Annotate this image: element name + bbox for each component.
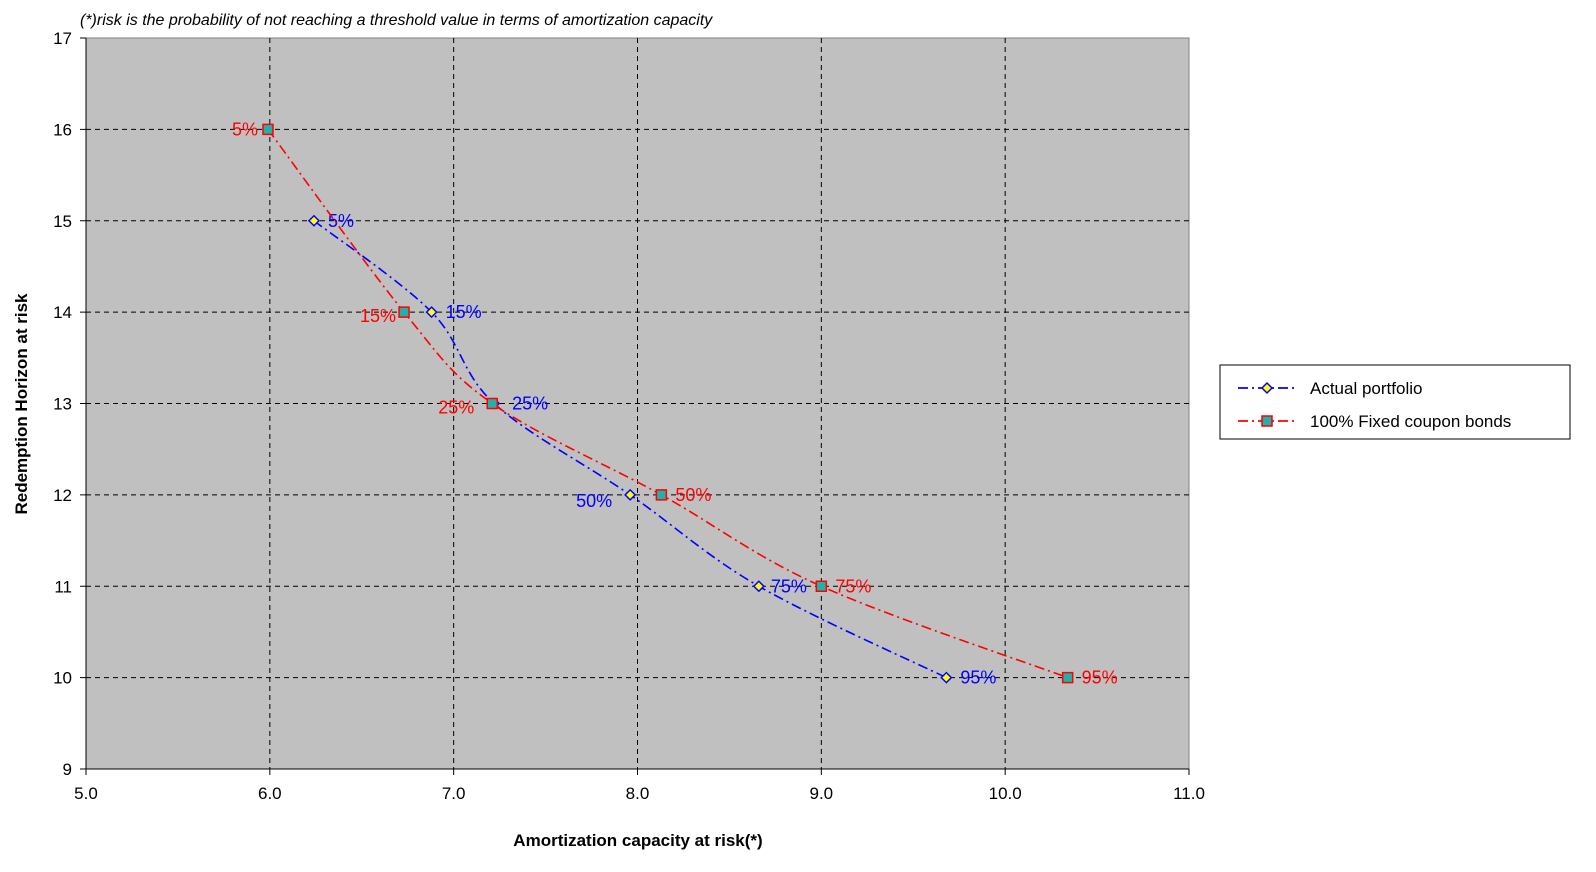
grid-layer <box>86 38 1189 769</box>
data-point <box>815 580 828 592</box>
series-layer: 5% 15% 25% 50% 75% 95% 5% 15% 25% 50% 75% 95% <box>232 119 1118 687</box>
legend-marker <box>1260 381 1274 395</box>
legend-marker <box>1261 415 1273 427</box>
data-point <box>1061 671 1074 684</box>
data-label: 5% <box>232 119 258 139</box>
data-label: 25% <box>438 398 474 418</box>
x-tick-label: 5.0 <box>74 784 98 803</box>
data-point <box>425 306 438 319</box>
y-tick-label: 9 <box>63 760 72 779</box>
y-tick-label: 15 <box>53 212 72 231</box>
data-label: 75% <box>771 576 807 596</box>
data-point <box>486 397 499 410</box>
x-tick-label: 7.0 <box>442 784 466 803</box>
data-label: 15% <box>360 306 396 326</box>
legend-item: Actual portfolio <box>1238 379 1422 398</box>
data-label: 95% <box>960 668 996 688</box>
legend-label: 100% Fixed coupon bonds <box>1310 412 1511 431</box>
data-point <box>655 489 668 501</box>
data-point <box>752 580 765 593</box>
data-label: 50% <box>576 491 612 511</box>
y-tick-label: 16 <box>53 120 72 139</box>
legend-item: 100% Fixed coupon bonds <box>1238 412 1511 431</box>
y-axis-title: Redemption Horizon at risk <box>12 293 31 515</box>
series-1: 5% 15% 25% 50% 75% 95% <box>307 211 996 688</box>
data-label: 50% <box>675 485 711 505</box>
y-tick-label: 17 <box>53 29 72 48</box>
data-label: 25% <box>512 394 548 414</box>
series-line <box>313 220 947 679</box>
data-label: 75% <box>835 576 871 596</box>
chart-note: (*)risk is the probability of not reachi… <box>80 12 713 29</box>
data-point <box>307 214 321 227</box>
y-tick-label: 11 <box>54 577 72 596</box>
x-tick-label: 9.0 <box>810 784 834 803</box>
x-tick-label: 8.0 <box>626 784 650 803</box>
data-point <box>262 123 274 136</box>
data-point <box>398 306 410 318</box>
x-axis-title: Amortization capacity at risk(*) <box>513 831 762 850</box>
x-tick-label: 10.0 <box>989 784 1022 803</box>
legend-label: Actual portfolio <box>1310 379 1422 398</box>
data-label: 95% <box>1082 668 1118 688</box>
y-tick-label: 14 <box>53 303 72 322</box>
data-label: 15% <box>446 302 482 322</box>
axis-layer: 5.0 6.0 7.0 8.0 9.0 10.0 11.0 9 10 11 12 13 14 15 16 17 <box>53 29 1205 803</box>
x-tick-label: 6.0 <box>258 784 282 803</box>
x-tick-label: 11.0 <box>1173 784 1205 803</box>
legend-items: Actual portfolio 100% Fixed coupon bonds <box>1238 379 1511 431</box>
series-2: 5% 15% 25% 50% 75% 95% <box>232 119 1118 687</box>
data-point <box>624 488 637 501</box>
legend: Actual portfolio 100% Fixed coupon bonds <box>1219 364 1571 440</box>
y-tick-label: 12 <box>53 486 72 505</box>
y-tick-label: 13 <box>53 395 72 414</box>
series-line <box>267 128 1068 679</box>
data-point <box>940 671 953 684</box>
data-label: 5% <box>328 211 354 231</box>
y-tick-label: 10 <box>53 669 72 688</box>
legend-box <box>1219 364 1571 440</box>
